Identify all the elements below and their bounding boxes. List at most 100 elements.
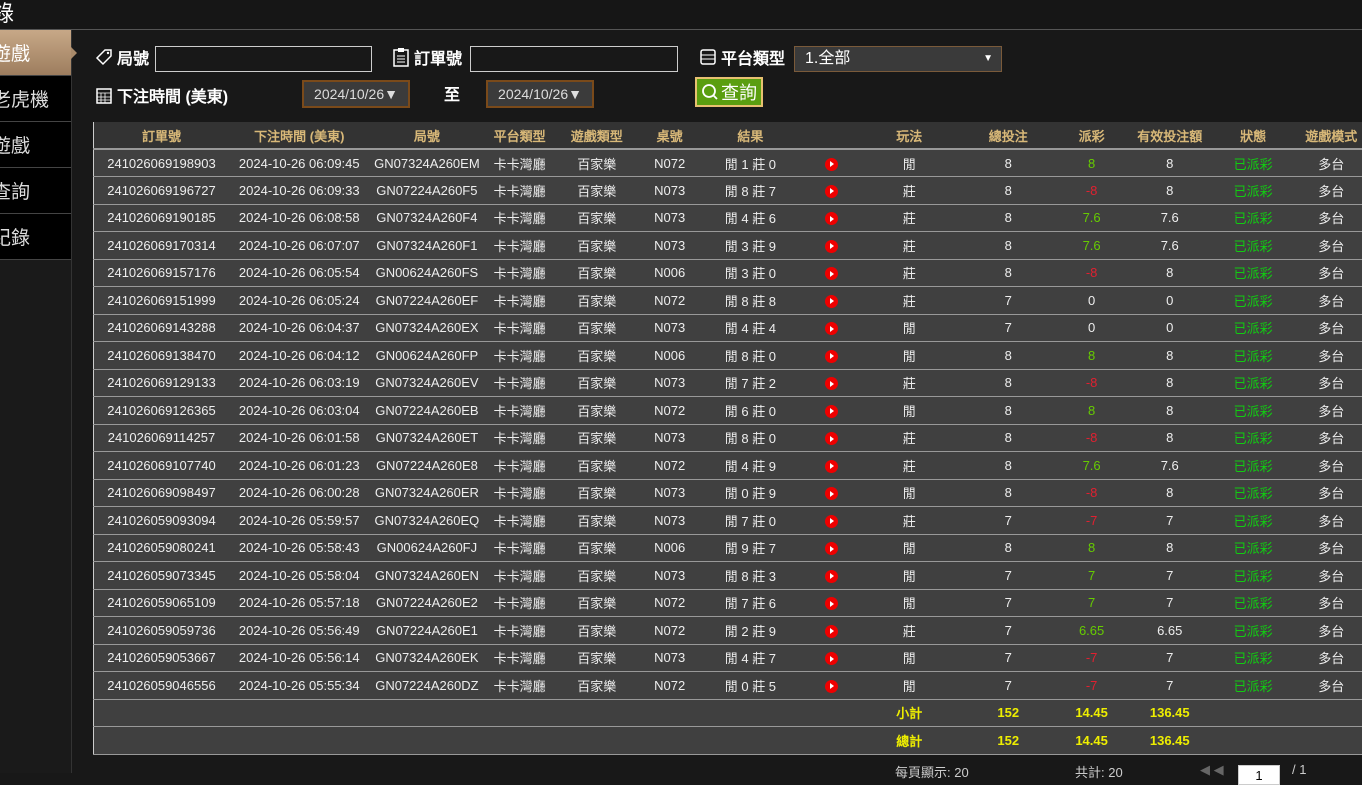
play-video-icon[interactable]: [825, 267, 838, 280]
table-cell: 卡卡灣廳: [484, 314, 555, 342]
play-video-icon[interactable]: [825, 377, 838, 390]
round-input[interactable]: [155, 46, 372, 72]
sidebar-item[interactable]: 紀錄: [0, 214, 71, 260]
table-cell: N006: [638, 342, 701, 370]
play-video-icon[interactable]: [825, 570, 838, 583]
table-cell: 7: [956, 617, 1060, 645]
table-cell: 閒 6 莊 0: [701, 397, 800, 425]
table-cell: GN07324A260ET: [370, 424, 485, 452]
table-cell: 百家樂: [555, 424, 638, 452]
status-badge: 已派彩: [1217, 562, 1290, 590]
table-cell: 莊: [862, 452, 956, 480]
table-cell: 閒: [862, 589, 956, 617]
table-cell: 閒 9 莊 7: [701, 534, 800, 562]
table-cell: 152: [956, 699, 1060, 727]
payout-cell: 7: [1060, 562, 1123, 590]
table-cell: 8: [956, 424, 1060, 452]
table-cell: [1217, 699, 1362, 727]
play-video-icon[interactable]: [825, 487, 838, 500]
table-cell: 136.45: [1123, 727, 1217, 755]
table-cell: 百家樂: [555, 314, 638, 342]
table-cell: 7: [956, 562, 1060, 590]
page-input[interactable]: [1238, 765, 1280, 785]
replay-cell: [800, 232, 863, 260]
table-cell: 卡卡灣廳: [484, 672, 555, 700]
play-video-icon[interactable]: [825, 350, 838, 363]
table-cell: 卡卡灣廳: [484, 534, 555, 562]
platform-select[interactable]: 1.全部▼: [794, 46, 1002, 72]
table-cell: 百家樂: [555, 232, 638, 260]
play-video-icon[interactable]: [825, 240, 838, 253]
status-badge: 已派彩: [1217, 259, 1290, 287]
play-video-icon[interactable]: [825, 432, 838, 445]
table-cell: 7: [956, 672, 1060, 700]
table-cell: 閒: [862, 644, 956, 672]
table-cell: 閒 8 莊 8: [701, 287, 800, 315]
table-cell: 8: [956, 232, 1060, 260]
table-cell: 總計: [862, 727, 956, 755]
play-video-icon[interactable]: [825, 212, 838, 225]
table-cell: 2024-10-26 06:03:04: [229, 397, 370, 425]
round-label: 局號: [95, 45, 149, 69]
payout-cell: 7.6: [1060, 452, 1123, 480]
table-cell: 241026069151999: [94, 287, 229, 315]
table-cell: GN00624A260FJ: [370, 534, 485, 562]
prev-page-icon[interactable]: ◀ ◀: [1200, 762, 1224, 778]
date-from-picker[interactable]: 2024/10/26▼: [302, 80, 410, 108]
play-video-icon[interactable]: [825, 542, 838, 555]
sidebar-item[interactable]: 老虎機: [0, 76, 71, 122]
payout-cell: 8: [1060, 534, 1123, 562]
per-page[interactable]: 每頁顯示: 20: [895, 762, 969, 781]
order-input[interactable]: [470, 46, 678, 72]
table-cell: 7: [1123, 562, 1217, 590]
table-cell: 2024-10-26 06:08:58: [229, 204, 370, 232]
payout-cell: -7: [1060, 507, 1123, 535]
table-cell: N073: [638, 232, 701, 260]
play-video-icon[interactable]: [825, 295, 838, 308]
replay-cell: [800, 534, 863, 562]
table-cell: 2024-10-26 05:57:18: [229, 589, 370, 617]
table-cell: 卡卡灣廳: [484, 287, 555, 315]
table-cell: 閒 8 莊 0: [701, 424, 800, 452]
table-cell: 7: [956, 507, 1060, 535]
table-cell: 8: [1123, 479, 1217, 507]
play-video-icon[interactable]: [825, 460, 838, 473]
table-cell: 閒: [862, 397, 956, 425]
table-cell: 8: [956, 369, 1060, 397]
play-video-icon[interactable]: [825, 597, 838, 610]
sidebar-item[interactable]: 遊戲: [0, 122, 71, 168]
status-badge: 已派彩: [1217, 177, 1290, 205]
query-button[interactable]: 查詢: [695, 77, 763, 107]
table-cell: 7: [956, 589, 1060, 617]
play-video-icon[interactable]: [825, 625, 838, 638]
play-video-icon[interactable]: [825, 652, 838, 665]
play-video-icon[interactable]: [825, 515, 838, 528]
table-cell: 多台: [1290, 259, 1362, 287]
sidebar-item[interactable]: 遊戲: [0, 30, 71, 76]
play-video-icon[interactable]: [825, 680, 838, 693]
table-cell: 241026069138470: [94, 342, 229, 370]
table-cell: 多台: [1290, 204, 1362, 232]
table-cell: 卡卡灣廳: [484, 617, 555, 645]
replay-cell: [800, 177, 863, 205]
sidebar-item-label: 紀錄: [0, 223, 30, 250]
play-video-icon[interactable]: [825, 322, 838, 335]
status-badge: 已派彩: [1217, 479, 1290, 507]
table-cell: 0: [1123, 314, 1217, 342]
table-cell: N006: [638, 259, 701, 287]
sidebar-item[interactable]: 查詢: [0, 168, 71, 214]
replay-cell: [800, 562, 863, 590]
date-to-picker[interactable]: 2024/10/26▼: [486, 80, 594, 108]
play-video-icon[interactable]: [825, 405, 838, 418]
payout-cell: 0: [1060, 314, 1123, 342]
order-label: 訂單號: [392, 45, 462, 69]
table-cell: 2024-10-26 06:07:07: [229, 232, 370, 260]
play-video-icon[interactable]: [825, 158, 838, 171]
table-cell: 卡卡灣廳: [484, 232, 555, 260]
play-video-icon[interactable]: [825, 185, 838, 198]
table-cell: 2024-10-26 05:59:57: [229, 507, 370, 535]
